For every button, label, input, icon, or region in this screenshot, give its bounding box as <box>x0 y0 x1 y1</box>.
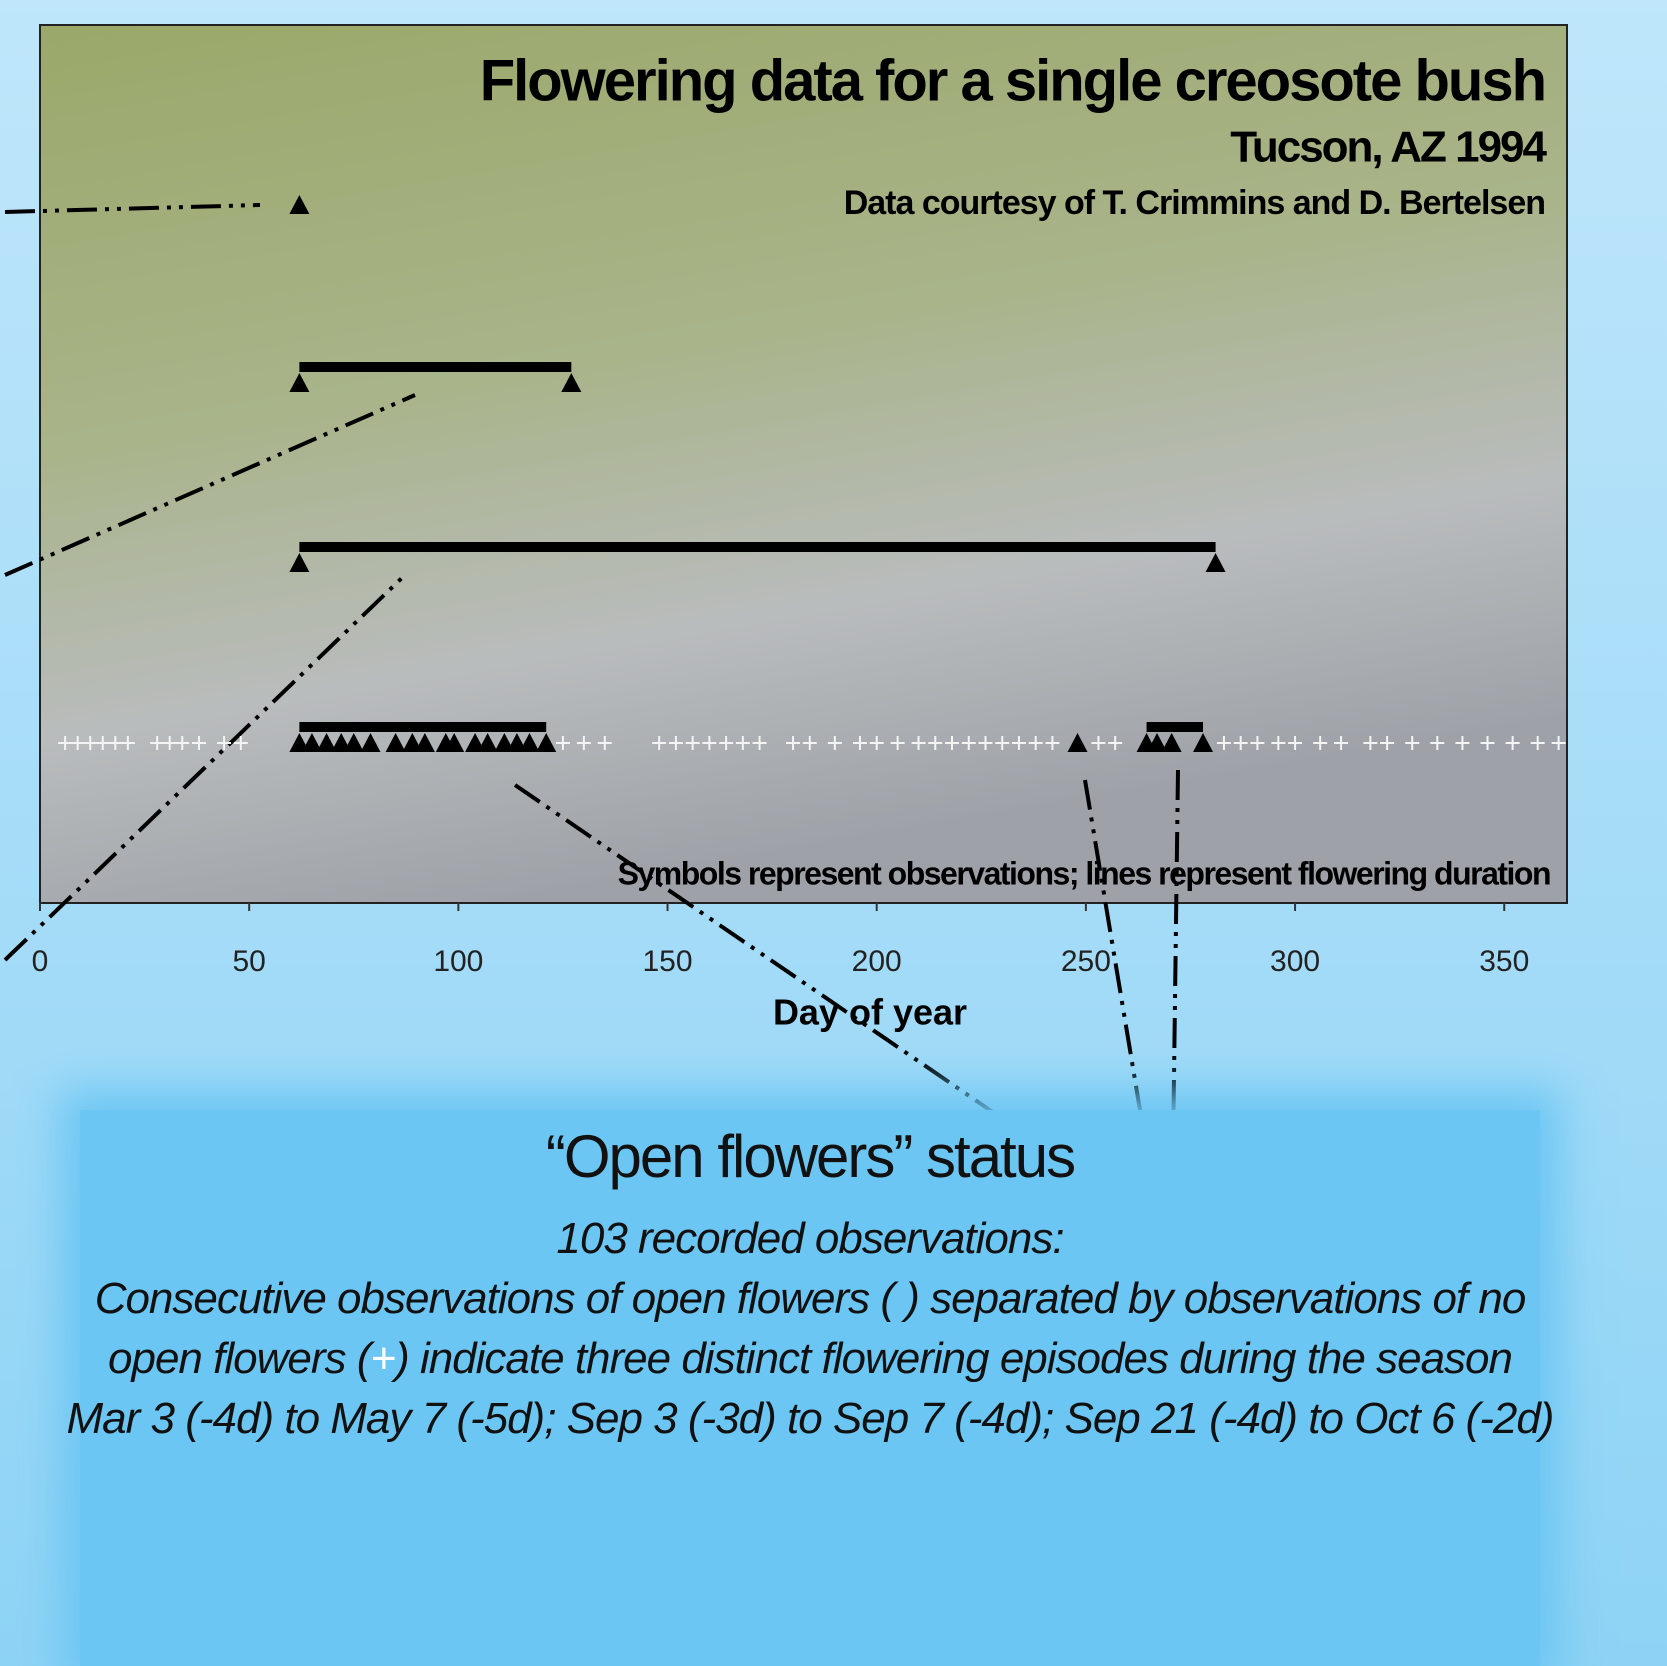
count-line: 103 recorded observations: <box>80 1209 1540 1269</box>
x-tick-label: 100 <box>433 945 483 978</box>
subtitle: Tucson, AZ 1994 <box>1230 123 1547 172</box>
note: Symbols represent observations; lines re… <box>618 855 1550 891</box>
credit: Data courtesy of T. Crimmins and D. Bert… <box>844 184 1545 222</box>
dates: Mar 3 (-4d) to May 7 (-5d); Sep 3 (-3d) … <box>60 1389 1560 1449</box>
panel-heading: “Open flowers” status <box>80 1122 1540 1191</box>
x-tick-label: 200 <box>852 945 902 978</box>
x-tick-label: 300 <box>1270 945 1320 978</box>
description-text: ) indicate three distinct flowering epis… <box>395 1334 1512 1383</box>
status-panel: “Open flowers” status 103 recorded obser… <box>80 1110 1540 1666</box>
page: Flowering data for a single creosote bus… <box>0 0 1667 1666</box>
x-tick-label: 0 <box>32 945 49 978</box>
description: Consecutive observations of open flowers… <box>80 1269 1540 1389</box>
x-tick-label: 150 <box>643 945 693 978</box>
x-tick-label: 250 <box>1061 945 1111 978</box>
x-tick-label: 50 <box>232 945 265 978</box>
no-flower-symbol: + <box>370 1334 395 1383</box>
x-tick-label: 350 <box>1479 945 1529 978</box>
x-axis-label: Day of year <box>773 992 967 1033</box>
title: Flowering data for a single creosote bus… <box>480 48 1545 113</box>
